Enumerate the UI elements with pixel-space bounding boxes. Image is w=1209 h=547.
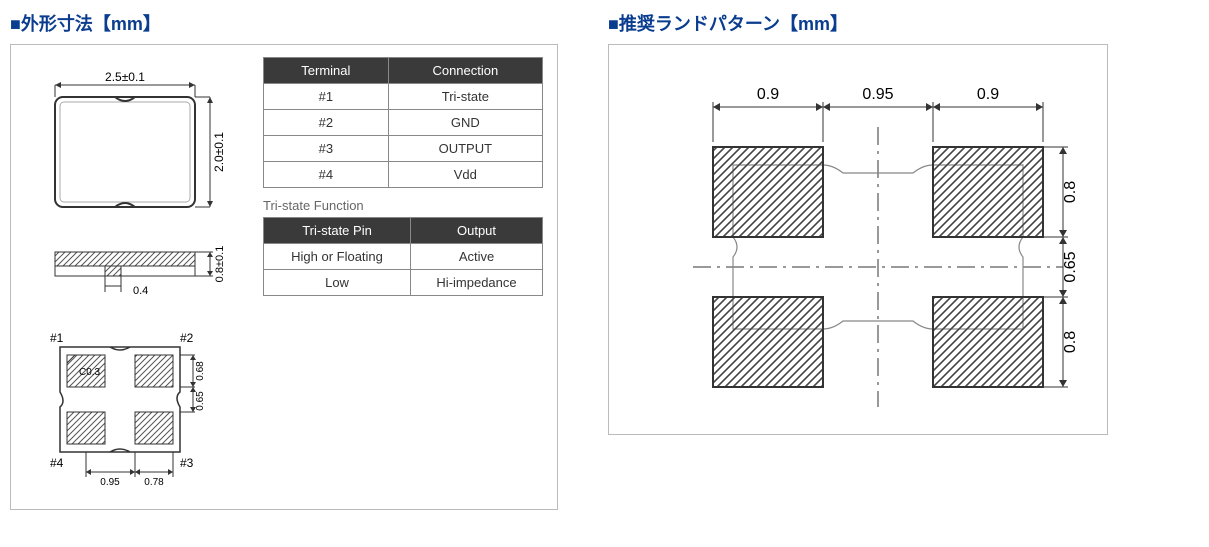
td: Active xyxy=(411,244,543,270)
td: Tri-state xyxy=(388,84,542,110)
pin4-label: #4 xyxy=(50,456,64,470)
td: OUTPUT xyxy=(388,136,542,162)
dim-078: 0.78 xyxy=(144,477,164,488)
td: Low xyxy=(264,270,411,296)
land-pattern-drawing: 0.9 0.95 0.9 xyxy=(623,57,1093,417)
td: Hi-impedance xyxy=(411,270,543,296)
th-tristate-pin: Tri-state Pin xyxy=(264,218,411,244)
th-terminal: Terminal xyxy=(264,58,389,84)
th-output: Output xyxy=(411,218,543,244)
left-panel: 2.5±0.1 2.0±0.1 xyxy=(10,44,558,510)
dim-w2: 0.95 xyxy=(862,86,893,103)
pin3-label: #3 xyxy=(180,456,194,470)
dim-h1: 0.8 xyxy=(1062,181,1079,203)
page-row: ■外形寸法【mm】 2.5±0.1 xyxy=(10,10,1209,510)
dim-chamfer: C0.3 xyxy=(79,367,101,378)
dim-width: 2.5±0.1 xyxy=(105,70,145,84)
dim-side-h: 0.8±0.1 xyxy=(214,246,226,283)
td: #2 xyxy=(264,110,389,136)
dim-h3: 0.8 xyxy=(1062,331,1079,353)
dim-h2: 0.65 xyxy=(1062,251,1079,282)
dim-095: 0.95 xyxy=(100,477,120,488)
tables-column: Terminal Connection #1Tri-state #2GND #3… xyxy=(263,57,543,296)
pin2-label: #2 xyxy=(180,331,194,345)
dim-w1: 0.9 xyxy=(757,86,779,103)
td: #4 xyxy=(264,162,389,188)
dim-065: 0.65 xyxy=(195,391,206,411)
dim-w3: 0.9 xyxy=(977,86,999,103)
td: GND xyxy=(388,110,542,136)
dim-068: 0.68 xyxy=(195,361,206,381)
outline-drawing: 2.5±0.1 2.0±0.1 xyxy=(25,57,245,497)
dim-tab: 0.4 xyxy=(133,285,148,297)
tristate-table: Tri-state Pin Output High or FloatingAct… xyxy=(263,217,543,296)
right-title: ■推奨ランドパターン【mm】 xyxy=(608,10,1108,36)
pin1-label: #1 xyxy=(50,331,64,345)
td: #1 xyxy=(264,84,389,110)
td: #3 xyxy=(264,136,389,162)
th-connection: Connection xyxy=(388,58,542,84)
right-panel: 0.9 0.95 0.9 xyxy=(608,44,1108,435)
left-title: ■外形寸法【mm】 xyxy=(10,10,558,36)
td: Vdd xyxy=(388,162,542,188)
left-column: ■外形寸法【mm】 2.5±0.1 xyxy=(10,10,558,510)
td: High or Floating xyxy=(264,244,411,270)
dim-height: 2.0±0.1 xyxy=(212,132,226,172)
terminal-table: Terminal Connection #1Tri-state #2GND #3… xyxy=(263,57,543,188)
right-column: ■推奨ランドパターン【mm】 0.9 0.95 xyxy=(608,10,1108,435)
tristate-heading: Tri-state Function xyxy=(263,198,543,213)
